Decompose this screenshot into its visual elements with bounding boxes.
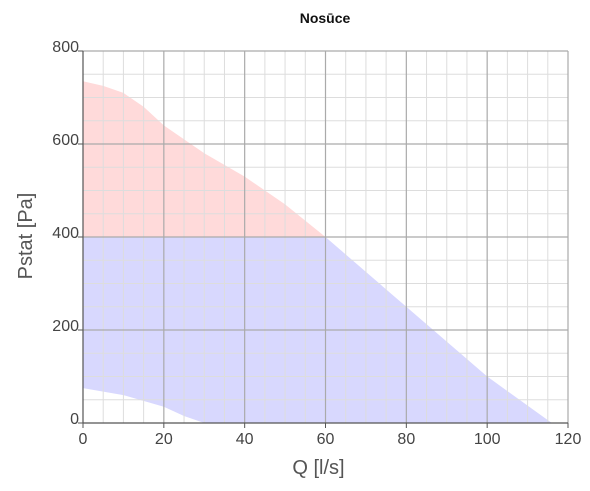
x-tick-label: 120 xyxy=(555,431,582,448)
y-tick-label: 400 xyxy=(52,225,79,242)
x-tick-label: 20 xyxy=(155,431,173,448)
y-tick-label: 0 xyxy=(70,411,79,428)
x-tick-label: 100 xyxy=(474,431,501,448)
x-tick-label: 80 xyxy=(397,431,415,448)
y-tick-label: 600 xyxy=(52,132,79,149)
x-axis-label: Q [l/s] xyxy=(292,457,344,479)
x-tick-label: 60 xyxy=(317,431,335,448)
x-tick-label: 0 xyxy=(79,431,88,448)
x-tick-label: 40 xyxy=(236,431,254,448)
y-tick-label: 800 xyxy=(52,39,79,56)
y-axis-label: Pstat [Pa] xyxy=(15,193,37,280)
chart-title: Nosūce xyxy=(299,10,351,26)
y-tick-label: 200 xyxy=(52,318,79,335)
